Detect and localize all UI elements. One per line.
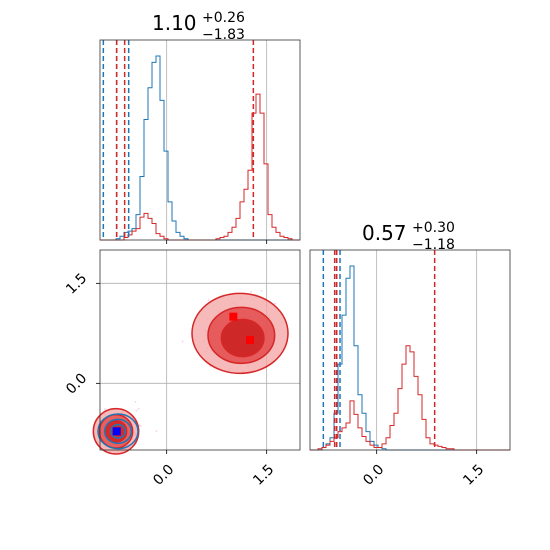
scatter-point [274, 302, 276, 305]
x-tick-label: 1.5 [460, 462, 487, 489]
panel-title-p1-upper-error: +0.30 [412, 220, 455, 236]
axes-frame [99, 39, 301, 241]
scatter-point [260, 289, 263, 292]
contour-red-inner [220, 318, 265, 358]
scatter-point [250, 290, 253, 293]
x-tick-label: 0.0 [360, 462, 387, 489]
scatter-point [209, 365, 211, 368]
scatter-point [139, 425, 142, 427]
x-tick-label: 1.5 [250, 462, 277, 489]
mean-marker-red [229, 312, 238, 321]
scatter-point [104, 408, 106, 410]
scatter-point [181, 340, 184, 343]
histogram-panel-p1 [309, 249, 511, 454]
axes-frame [99, 249, 301, 451]
x-tick-label: 0.0 [150, 462, 177, 489]
red-histogram-series [100, 93, 300, 241]
panel-title-p1-value: 0.57 [362, 221, 407, 245]
contour-blue-outer [97, 413, 139, 450]
contour-blue-inner [109, 423, 127, 439]
mean-marker-red [246, 336, 254, 344]
panel-title-p0-lower-error: −1.83 [202, 27, 245, 43]
scatter-point [155, 430, 158, 433]
scatter-point [138, 424, 141, 427]
panel-title-p1-lower-error: −1.18 [412, 237, 455, 253]
y-tick-label: 0.0 [63, 371, 90, 398]
scatter-point [135, 409, 138, 412]
panel-title-p0-upper-error: +0.26 [202, 10, 245, 26]
axes-frame [309, 249, 511, 451]
histogram-panel-p0 [99, 39, 301, 244]
scatter-point [207, 299, 210, 301]
scatter-point [137, 407, 140, 410]
contour-blue-middle [103, 418, 133, 445]
panel-title-p0-value: 1.10 [152, 11, 197, 35]
y-tick-label: 1.5 [63, 271, 90, 298]
blue-histogram-series [100, 55, 300, 241]
mean-marker-blue [112, 427, 121, 436]
scatter-point [134, 400, 137, 403]
contour-panel-p0-p1 [92, 249, 301, 455]
